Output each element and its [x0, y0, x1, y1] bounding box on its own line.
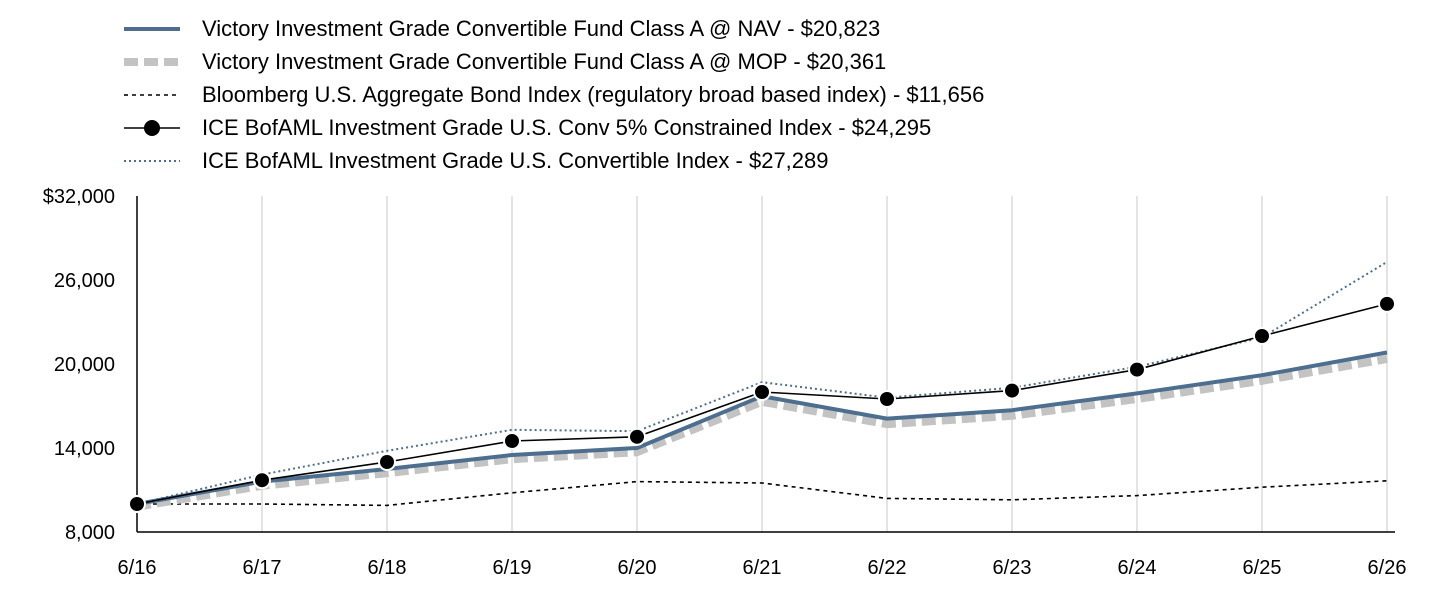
x-tick-label: 6/21	[743, 557, 782, 579]
data-point-conv5	[753, 383, 771, 401]
chart-legend: Victory Investment Grade Convertible Fun…	[120, 12, 984, 177]
series-line-bond	[137, 480, 1388, 507]
series-line-convidx	[136, 261, 1388, 505]
legend-swatch-convidx	[124, 159, 180, 162]
data-point-conv5	[1378, 294, 1396, 313]
x-tick-label: 6/24	[1118, 557, 1157, 579]
legend-swatch-nav	[124, 26, 180, 31]
data-point-conv5	[1128, 360, 1146, 379]
x-tick-label: 6/19	[493, 557, 532, 579]
x-tick-label: 6/16	[118, 557, 157, 579]
x-tick-label: 6/20	[618, 557, 657, 579]
x-tick-label: 6/18	[368, 557, 407, 579]
y-tick-label: 20,000	[54, 354, 115, 376]
x-tick-label: 6/25	[1243, 557, 1282, 579]
y-tick-label: $32,000	[43, 186, 115, 208]
y-tick-label: 14,000	[54, 438, 115, 460]
legend-label: ICE BofAML Investment Grade U.S. Convert…	[202, 147, 829, 173]
legend-swatch-mop	[124, 57, 180, 66]
x-tick-label: 6/22	[868, 557, 907, 579]
legend-item: Victory Investment Grade Convertible Fun…	[120, 45, 984, 78]
data-point-conv5	[1253, 327, 1271, 345]
legend-swatch-conv5	[124, 119, 180, 136]
data-point-conv5	[503, 432, 521, 450]
y-tick-label: 26,000	[54, 270, 115, 292]
data-point-conv5	[253, 471, 271, 490]
legend-item: Victory Investment Grade Convertible Fun…	[120, 12, 984, 45]
series-line-mop	[136, 355, 1388, 511]
x-tick-label: 6/26	[1368, 557, 1407, 579]
data-point-conv5	[1003, 381, 1021, 400]
x-tick-label: 6/17	[243, 557, 282, 579]
legend-label: Bloomberg U.S. Aggregate Bond Index (reg…	[202, 81, 985, 107]
legend-label: ICE BofAML Investment Grade U.S. Conv 5%…	[202, 114, 932, 140]
data-point-conv5	[128, 495, 146, 513]
legend-item: ICE BofAML Investment Grade U.S. Conv 5%…	[120, 111, 984, 144]
y-tick-label: 8,000	[65, 522, 115, 544]
x-tick-label: 6/23	[993, 557, 1032, 579]
legend-swatch-bond	[124, 93, 180, 96]
data-point-conv5	[378, 453, 396, 471]
legend-item: Bloomberg U.S. Aggregate Bond Index (reg…	[120, 78, 984, 111]
legend-item: ICE BofAML Investment Grade U.S. Convert…	[120, 144, 984, 177]
data-point-conv5	[628, 427, 646, 446]
legend-label: Victory Investment Grade Convertible Fun…	[202, 15, 881, 41]
legend-label: Victory Investment Grade Convertible Fun…	[202, 48, 887, 74]
data-point-conv5	[878, 390, 896, 408]
